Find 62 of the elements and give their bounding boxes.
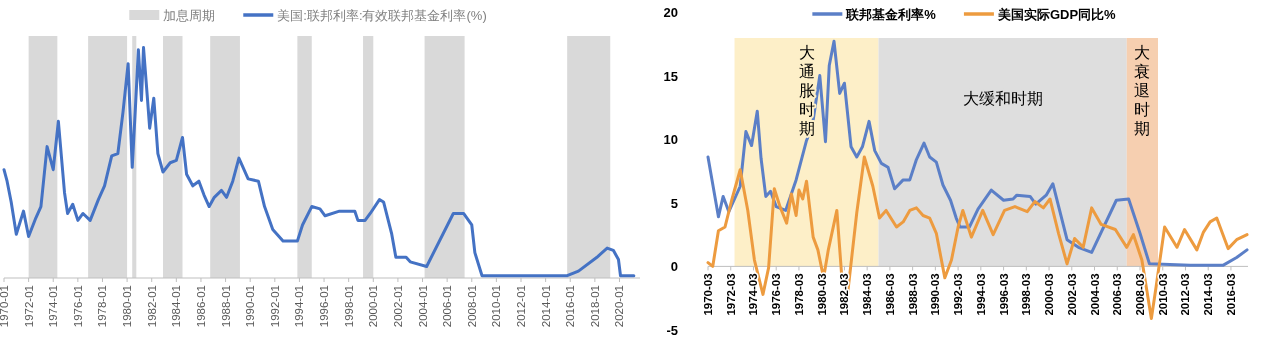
x-tick-label: 1982-03: [838, 273, 851, 316]
x-tick-label: 1986-01: [194, 285, 207, 328]
x-tick-label: 2012-01: [515, 285, 528, 328]
x-tick-label: 2002-01: [391, 285, 404, 328]
x-tick-label: 1984-01: [170, 285, 183, 328]
x-tick-label: 1994-01: [293, 285, 306, 328]
x-tick-label: 2008-01: [465, 285, 478, 328]
legend-label: 加息周期: [163, 8, 216, 23]
x-tick-label: 2004-03: [1088, 273, 1101, 316]
x-tick-label: 2002-03: [1065, 273, 1078, 316]
x-tick-label: 1992-03: [952, 273, 965, 316]
x-tick-label: 2004-01: [416, 285, 429, 328]
legend-label: 美国:联邦利率:有效联邦基金利率(%): [277, 8, 487, 23]
x-tick-label: 2016-01: [564, 285, 577, 328]
x-tick-label: 2006-01: [441, 285, 454, 328]
band-label: 大衰退时期: [1134, 44, 1151, 137]
x-tick-label: 1998-01: [342, 285, 355, 328]
x-tick-label: 2014-01: [539, 285, 552, 328]
x-tick-label: 2020-01: [613, 285, 626, 328]
y-tick-label: 0: [670, 259, 678, 275]
x-tick-label: 1972-01: [22, 285, 35, 328]
x-tick-label: 1988-01: [219, 285, 232, 328]
x-tick-label: 1976-03: [770, 273, 783, 316]
x-tick-label: 2000-01: [367, 285, 380, 328]
x-tick-label: 1992-01: [268, 285, 281, 328]
x-tick-label: 1976-01: [71, 285, 84, 328]
x-tick-label: 1990-01: [244, 285, 257, 328]
x-tick-label: 2008-03: [1134, 273, 1146, 316]
x-tick-label: 2006-03: [1111, 273, 1124, 316]
x-tick-label: 1990-03: [929, 273, 942, 316]
x-tick-label: 1970-03: [702, 273, 714, 316]
x-tick-label: 1974-03: [747, 273, 760, 316]
x-tick-label: 1980-03: [815, 273, 828, 316]
band-label: 大缓和时期: [962, 90, 1043, 107]
x-tick-label: 1996-03: [997, 273, 1010, 316]
x-tick-label: 1986-03: [883, 273, 896, 316]
y-tick-label: -5: [666, 323, 678, 338]
x-tick-label: 1978-03: [792, 273, 805, 316]
x-tick-label: 1996-01: [318, 285, 331, 328]
x-tick-label: 1980-01: [121, 285, 134, 328]
x-tick-label: 1982-01: [145, 285, 158, 328]
x-tick-label: 2010-01: [490, 285, 503, 328]
x-tick-label: 2000-03: [1043, 273, 1056, 316]
x-tick-label: 2014-03: [1202, 273, 1215, 316]
x-tick-label: 1998-03: [1020, 273, 1033, 316]
y-tick-label: 5: [670, 195, 678, 211]
y-tick-label: 20: [663, 5, 678, 20]
y-tick-label: 15: [663, 68, 678, 84]
x-tick-label: 1994-03: [974, 273, 987, 316]
x-tick-label: 1974-01: [47, 285, 60, 328]
x-tick-label: 1970-01: [0, 285, 10, 328]
x-tick-label: 1978-01: [96, 285, 109, 328]
legend-label: 美国实际GDP同比%: [996, 7, 1117, 22]
x-tick-label: 1984-03: [861, 273, 874, 316]
legend-label: 联邦基金利率%: [845, 7, 937, 22]
x-tick-label: 2012-03: [1179, 273, 1192, 316]
x-tick-label: 1972-03: [724, 273, 737, 316]
x-tick-label: 2016-03: [1224, 273, 1237, 316]
y-tick-label: 10: [663, 132, 678, 148]
x-tick-label: 2018-01: [588, 285, 601, 328]
x-tick-label: 1988-03: [906, 273, 919, 316]
x-tick-label: 2010-03: [1156, 273, 1169, 316]
